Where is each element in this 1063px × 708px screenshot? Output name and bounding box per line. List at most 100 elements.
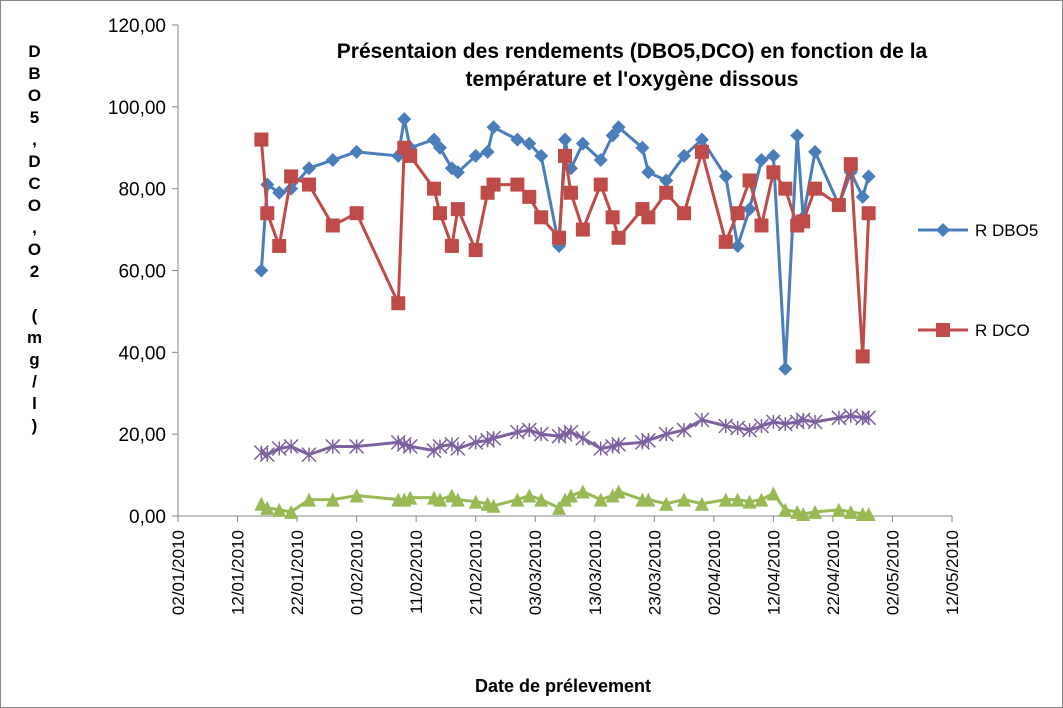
data-point <box>397 112 412 127</box>
chart-title: Présentaion des rendements (DBO5,DCO) en… <box>337 40 928 63</box>
data-point <box>778 181 793 196</box>
data-point <box>742 173 757 188</box>
data-point <box>533 426 549 442</box>
data-point <box>301 161 316 176</box>
data-point <box>742 494 757 509</box>
data-point <box>796 506 811 521</box>
data-point <box>635 140 650 155</box>
y-tick-label: 120,00 <box>108 16 166 37</box>
data-point <box>450 165 465 180</box>
data-point <box>534 210 549 225</box>
data-point <box>605 210 620 225</box>
data-point <box>659 185 674 200</box>
legend-label: R DBO5 <box>975 221 1038 240</box>
data-point <box>510 492 525 507</box>
data-point <box>843 504 858 519</box>
data-point <box>534 148 549 163</box>
data-point <box>575 222 590 237</box>
data-point <box>641 492 656 507</box>
data-point <box>796 214 811 229</box>
y-tick-label: 40,00 <box>118 343 166 364</box>
x-tick-label: 02/04/2010 <box>705 530 724 615</box>
data-point <box>301 492 316 507</box>
data-point <box>742 202 757 217</box>
data-point <box>808 144 823 159</box>
data-point <box>468 494 483 509</box>
data-point <box>677 148 692 163</box>
data-point <box>563 488 578 503</box>
y-tick-label: 0,00 <box>129 507 166 528</box>
data-point <box>450 202 465 217</box>
data-point <box>855 189 870 204</box>
data-point <box>677 206 692 221</box>
data-point <box>936 323 950 337</box>
x-tick-label: 11/02/2010 <box>407 530 426 614</box>
data-point <box>349 438 365 454</box>
data-point <box>444 238 459 253</box>
data-point <box>468 148 483 163</box>
series <box>254 484 876 521</box>
data-point <box>563 185 578 200</box>
data-point <box>468 243 483 258</box>
data-point <box>450 440 466 457</box>
x-tick-label: 02/01/2010 <box>169 530 188 615</box>
data-point <box>283 438 299 454</box>
data-point <box>552 230 567 245</box>
data-point <box>641 210 656 225</box>
series <box>253 408 877 463</box>
data-point <box>694 144 709 159</box>
data-point <box>766 486 781 501</box>
data-point <box>718 169 733 184</box>
data-point <box>284 169 299 184</box>
legend-label: R DCO <box>975 321 1030 340</box>
data-point <box>778 502 793 517</box>
data-point <box>807 414 823 430</box>
data-point <box>325 438 341 454</box>
data-point <box>427 132 442 147</box>
x-tick-label: 12/04/2010 <box>764 530 783 615</box>
data-point <box>522 189 537 204</box>
data-point <box>552 500 567 515</box>
data-point <box>325 492 340 507</box>
data-point <box>272 238 287 253</box>
data-point <box>808 181 823 196</box>
y-tick-label: 100,00 <box>108 98 166 119</box>
x-tick-label: 21/02/2010 <box>467 530 486 615</box>
data-point <box>522 488 537 503</box>
data-point <box>563 424 579 440</box>
data-point <box>790 128 805 143</box>
data-point <box>272 185 287 200</box>
data-point <box>718 234 733 249</box>
data-point <box>778 361 793 376</box>
data-point <box>718 492 733 507</box>
x-tick-label: 22/01/2010 <box>288 530 307 615</box>
x-tick-label: 01/02/2010 <box>348 530 367 615</box>
data-point <box>659 496 674 511</box>
data-point <box>272 502 287 517</box>
x-tick-label: 02/05/2010 <box>883 530 902 615</box>
data-point <box>432 140 447 155</box>
data-point <box>861 410 877 426</box>
data-point <box>522 136 537 151</box>
data-point <box>486 177 501 192</box>
data-point <box>676 422 692 438</box>
data-point <box>301 177 316 192</box>
data-point <box>754 218 769 233</box>
data-point <box>349 206 364 221</box>
data-point <box>730 238 745 253</box>
data-point <box>325 218 340 233</box>
data-point <box>754 492 769 507</box>
x-tick-label: 23/03/2010 <box>645 530 664 615</box>
data-point <box>325 153 340 168</box>
data-point <box>855 410 871 426</box>
data-point <box>641 165 656 180</box>
data-point <box>831 198 846 213</box>
data-point <box>301 447 317 463</box>
data-point <box>754 153 769 168</box>
data-point <box>694 412 710 428</box>
data-point <box>558 148 572 163</box>
x-tick-label: 12/01/2010 <box>229 530 248 615</box>
data-point <box>658 426 674 442</box>
